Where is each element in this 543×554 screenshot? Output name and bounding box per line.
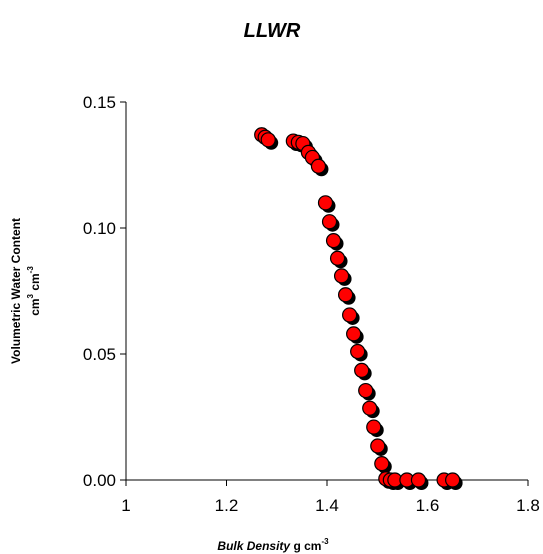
data-point xyxy=(310,158,327,174)
x-tick-label: 1.2 xyxy=(215,496,239,515)
x-tick-label: 1.4 xyxy=(315,496,339,515)
data-point xyxy=(358,382,374,399)
y-axis-unit-b-exp: -3 xyxy=(26,266,35,274)
x-axis-label-unit: g cm xyxy=(293,539,321,553)
marker-shadows xyxy=(257,130,463,490)
data-point xyxy=(337,287,354,303)
data-point xyxy=(321,214,338,230)
data-point xyxy=(362,400,378,416)
x-tick-label: 1.8 xyxy=(516,496,540,515)
data-point xyxy=(374,456,390,472)
x-axis-label-name: Bulk Density xyxy=(217,539,291,553)
y-tick-label: 0.05 xyxy=(83,345,116,364)
y-tick-label: 0.00 xyxy=(83,471,116,490)
y-tick-label: 0.10 xyxy=(83,219,116,238)
data-point xyxy=(329,250,346,266)
y-tick-label: 0.15 xyxy=(83,93,116,112)
chart-title: LLWR xyxy=(244,20,301,42)
y-axis-ticks: 0.00 0.05 0.10 0.15 xyxy=(83,93,126,490)
x-tick-label: 1.6 xyxy=(416,496,440,515)
x-axis-label-unit-exp: -3 xyxy=(321,537,329,546)
data-point xyxy=(366,419,382,435)
y-axis-unit-b: cm xyxy=(28,273,42,294)
data-points xyxy=(254,127,461,488)
data-point xyxy=(317,195,334,211)
y-axis-label-unit: cm3 cm-3 xyxy=(26,266,42,316)
y-axis-label: Volumetric Water Content xyxy=(9,218,23,364)
x-tick-label: 1 xyxy=(121,496,130,515)
data-point xyxy=(350,343,366,360)
data-point xyxy=(325,233,342,249)
data-point xyxy=(342,307,358,323)
x-axis-ticks: 1 1.2 1.4 1.6 1.8 xyxy=(121,480,540,515)
data-point xyxy=(346,326,362,342)
data-point xyxy=(260,132,276,148)
data-point xyxy=(370,438,386,454)
data-point xyxy=(410,472,427,488)
data-point xyxy=(445,472,461,488)
data-point xyxy=(333,268,350,284)
y-axis-unit-a-exp: 3 xyxy=(26,293,35,298)
x-axis-label: Bulk Density g cm-3 xyxy=(217,537,329,553)
data-point xyxy=(354,362,370,378)
y-axis-unit-a: cm xyxy=(28,298,42,315)
